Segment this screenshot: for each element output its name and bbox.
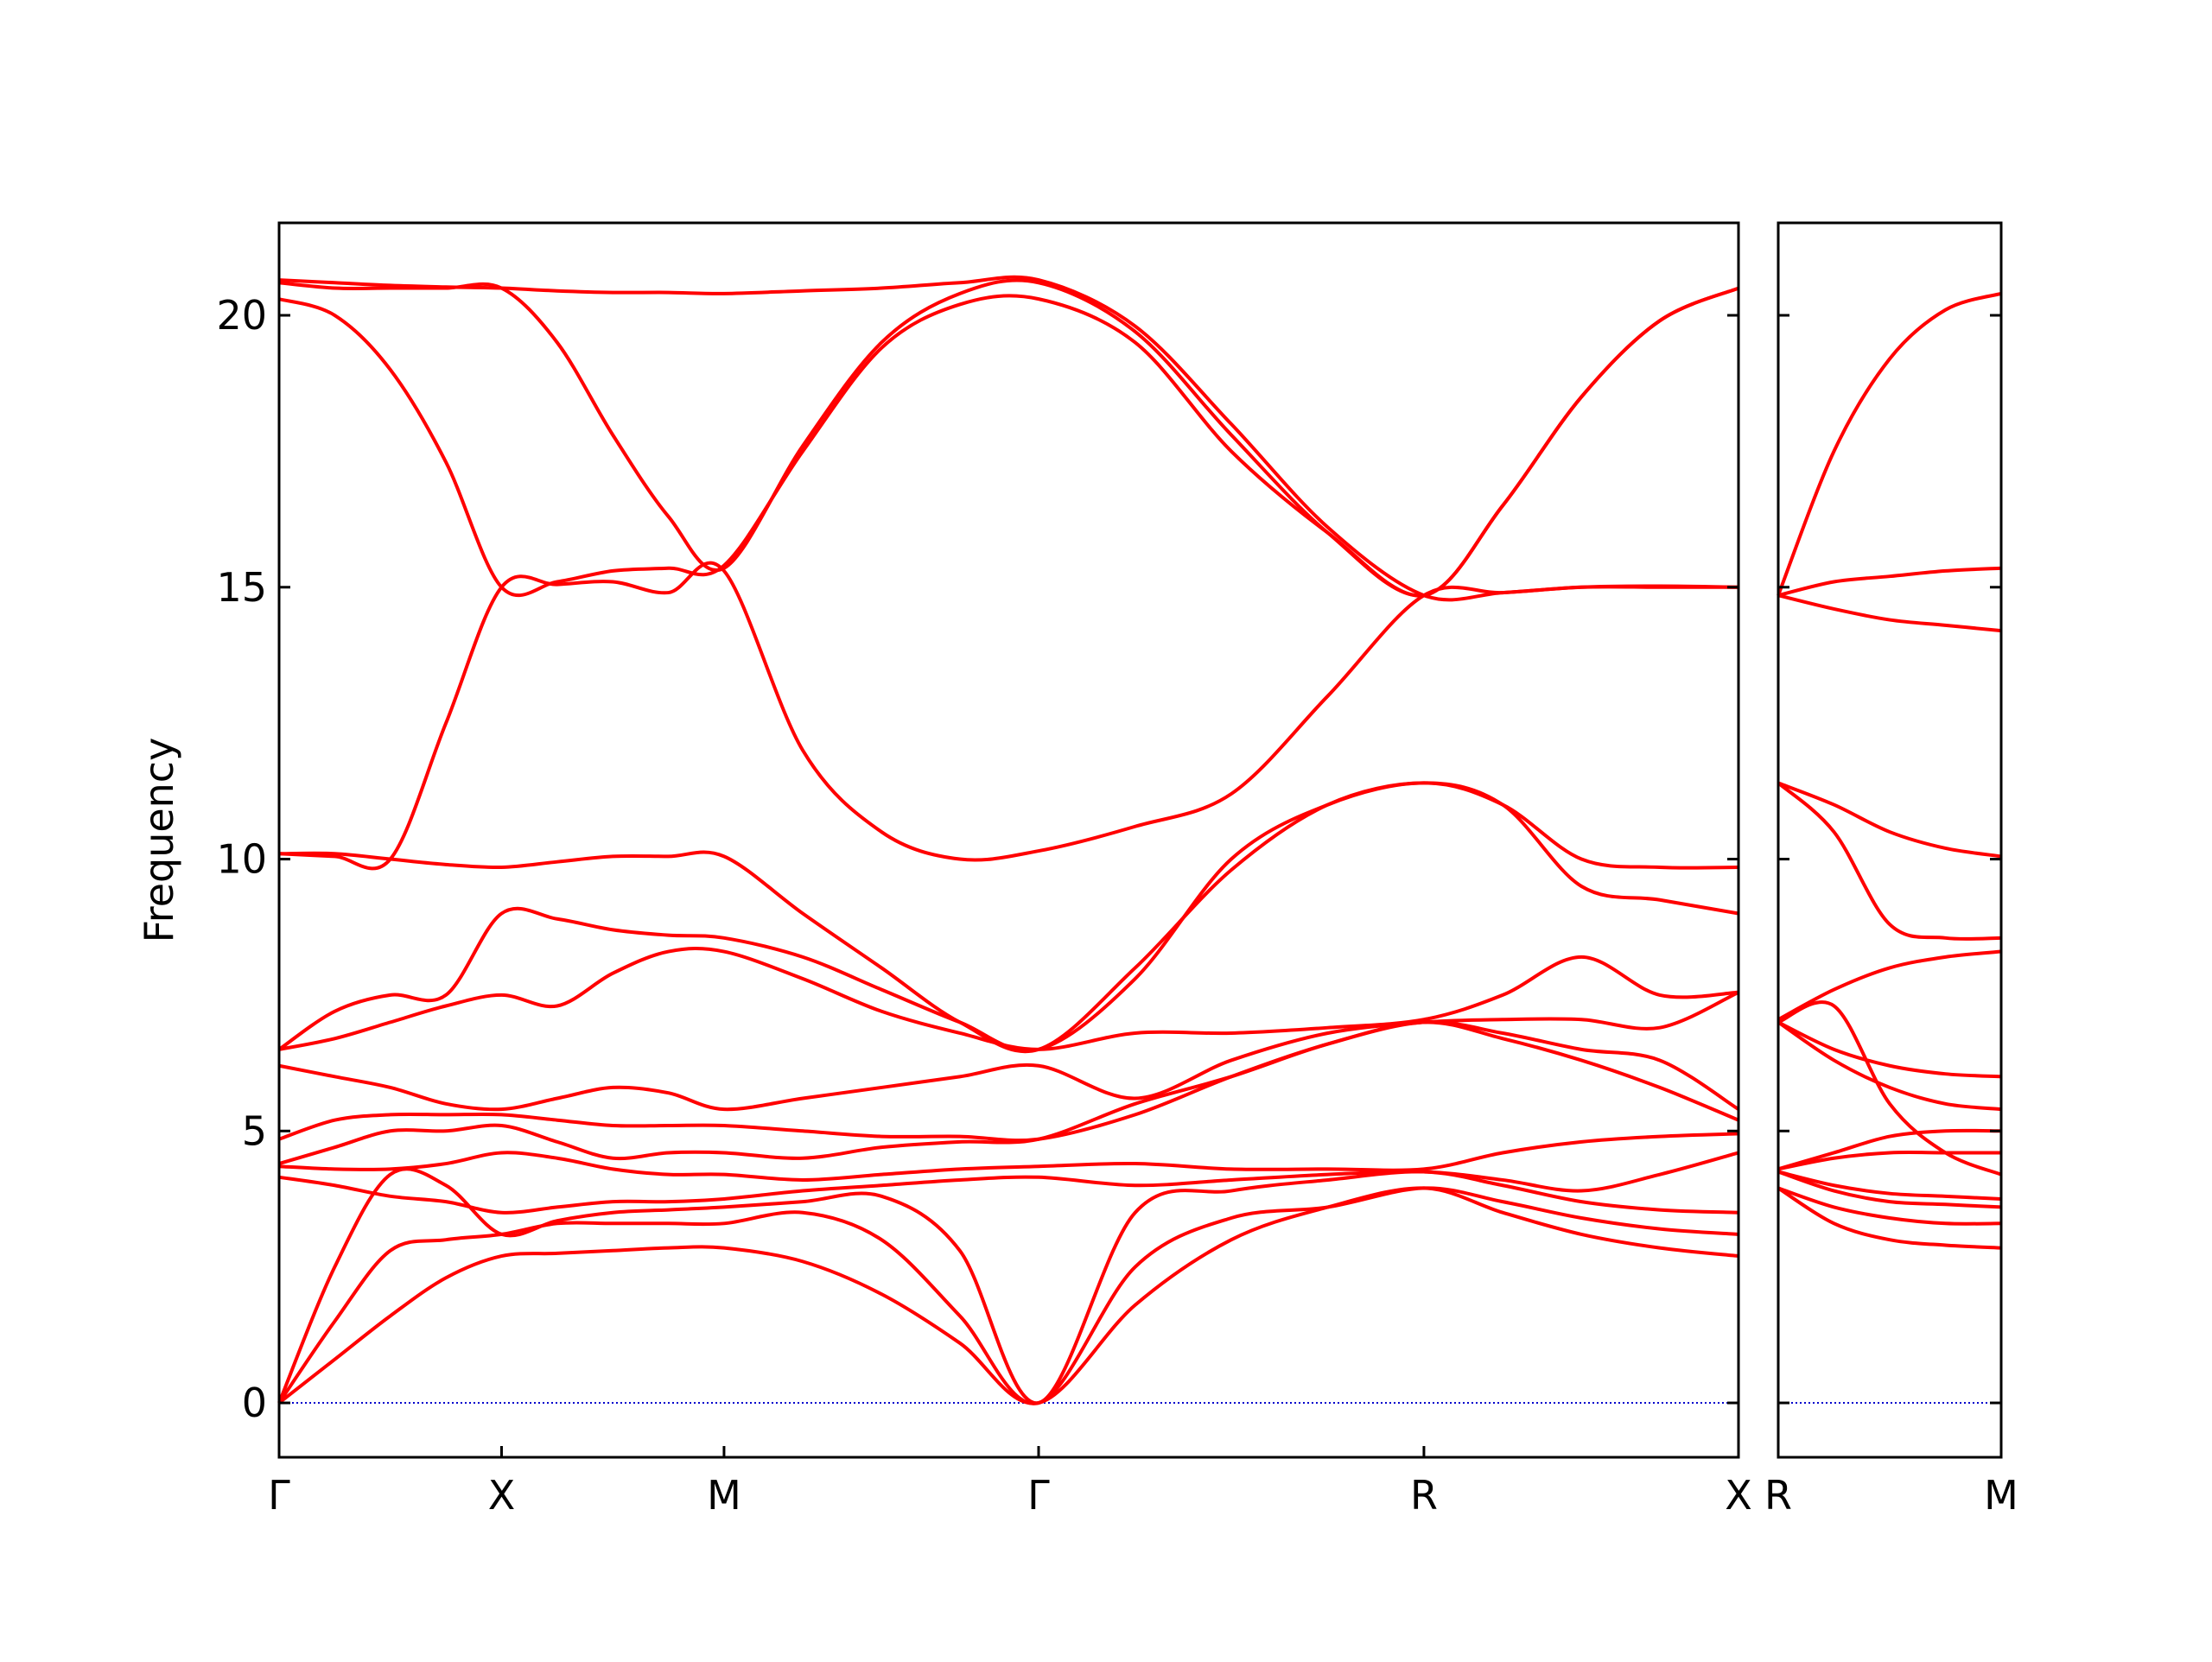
x-tick-label: R xyxy=(1410,1472,1438,1519)
x-tick-label: R xyxy=(1764,1472,1792,1519)
x-tick-label: X xyxy=(1725,1472,1752,1519)
band-line xyxy=(278,275,1739,602)
band-line xyxy=(1777,1020,2002,1079)
band-line xyxy=(1777,1020,2002,1112)
y-tick-label: 0 xyxy=(242,1380,267,1426)
band-line xyxy=(278,1020,1740,1143)
y-tick-label: 20 xyxy=(216,292,267,339)
band-line xyxy=(278,990,1739,1112)
x-tick-label: M xyxy=(1984,1472,2018,1519)
band-line xyxy=(1777,781,2002,941)
band-line xyxy=(1777,1170,2002,1209)
band-line xyxy=(278,781,1739,1054)
y-tick-label: 15 xyxy=(216,564,267,611)
plot-frame xyxy=(277,221,1740,1459)
band-line xyxy=(1777,593,2002,633)
x-tick-label: X xyxy=(488,1472,516,1519)
band-line xyxy=(1777,291,2002,596)
band-line xyxy=(278,278,1739,598)
band-line xyxy=(1777,1186,2002,1226)
band-line xyxy=(278,286,1739,598)
x-tick-label: M xyxy=(707,1472,741,1519)
band-line xyxy=(278,1132,1739,1182)
band-line xyxy=(278,1151,1739,1215)
band-line xyxy=(1777,1000,2002,1177)
band-line xyxy=(1777,781,2002,859)
band-line xyxy=(1777,566,2002,598)
y-axis-label: Frequency xyxy=(136,738,182,943)
band-line xyxy=(277,1186,1739,1405)
band-line xyxy=(1777,1186,2002,1250)
y-tick-label: 5 xyxy=(242,1107,267,1154)
band-line xyxy=(1777,1151,2001,1171)
x-tick-label: Γ xyxy=(1027,1472,1050,1519)
band-line xyxy=(1777,949,2002,1022)
band-line xyxy=(277,781,1739,1053)
band-line xyxy=(278,561,1738,871)
y-tick-label: 10 xyxy=(216,836,267,883)
band-line xyxy=(277,1186,1739,1405)
band-line xyxy=(278,1020,1739,1165)
band-line xyxy=(278,947,1739,1051)
band-line xyxy=(1777,1170,2002,1201)
band-line xyxy=(1777,1128,2002,1171)
x-tick-label: Γ xyxy=(268,1472,290,1519)
plot-frame xyxy=(1777,221,2003,1459)
